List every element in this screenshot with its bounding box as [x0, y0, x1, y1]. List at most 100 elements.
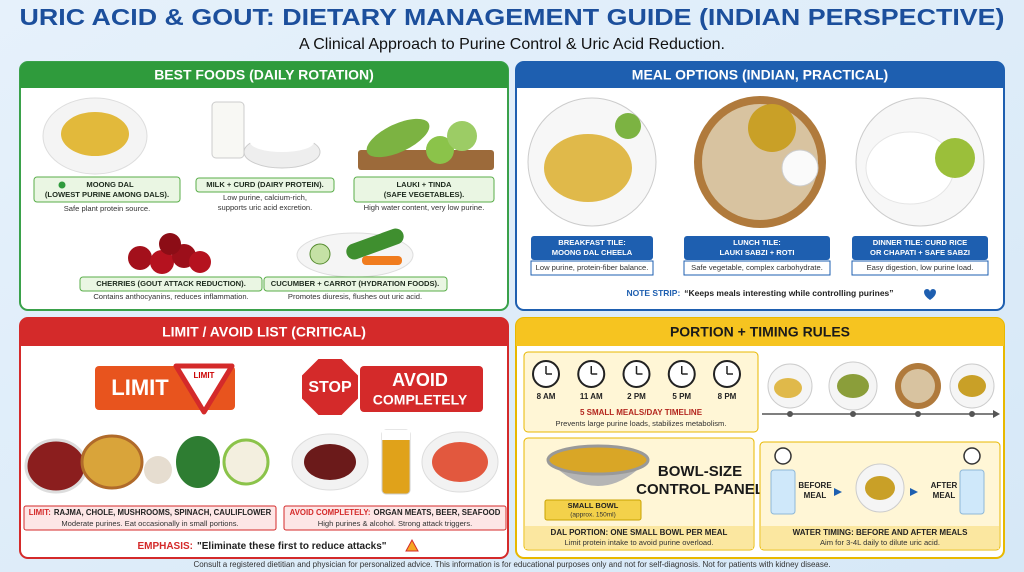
panel-header — [20, 318, 508, 346]
food-desc: Safe plant protein source. — [64, 204, 151, 213]
cheela — [544, 134, 632, 202]
mushroom — [144, 456, 172, 484]
food-title: MOONG DAL — [86, 180, 134, 189]
note-strip: NOTE STRIP: “Keeps meals interesting whil… — [626, 288, 893, 298]
curd-bowl — [781, 149, 819, 187]
tile-title-box — [531, 236, 653, 260]
bowl-desc: Limit protein intake to avoid purine ove… — [564, 538, 713, 547]
bowl-title: BOWL-SIZE — [658, 463, 742, 480]
time-label: 8 AM — [537, 392, 556, 401]
tile-title-box — [852, 236, 988, 260]
bowl-sub: (approx. 150ml) — [570, 512, 616, 519]
tinda-sabzi — [935, 138, 975, 178]
dal — [546, 444, 650, 476]
organ-meat — [304, 444, 356, 480]
tile-title: DINNER TILE: CURD RICE — [873, 238, 968, 247]
emphasis-text: "Eliminate these first to reduce attacks… — [197, 541, 387, 552]
panel-heading: BEST FOODS (DAILY ROTATION) — [154, 67, 374, 83]
time-label: 8 PM — [718, 392, 737, 401]
label-box — [79, 276, 263, 292]
bowl-caption: DAL PORTION: ONE SMALL BOWL PER MEAL — [551, 528, 728, 537]
clock-icon — [963, 447, 981, 465]
avoid-line: AVOID COMPLETELY: ORGAN MEATS, BEER, SEAF… — [290, 508, 501, 517]
food-desc: Contains anthocyanins, reduces inflammat… — [93, 292, 248, 301]
tinda — [426, 136, 454, 164]
limit-badge-text: LIMIT — [111, 375, 169, 400]
food-title: (LOWEST PURINE AMONG DALS). — [45, 190, 169, 199]
tile-title: MOONG DAL CHEELA — [552, 248, 633, 257]
before-label: BEFORE — [798, 481, 832, 490]
food-desc: Promotes diuresis, flushes out uric acid… — [288, 292, 422, 301]
tile-desc: Low purine, protein-fiber balance. — [536, 263, 649, 272]
rajma — [24, 438, 88, 494]
food-desc: supports uric acid excretion. — [218, 203, 313, 212]
emphasis: EMPHASIS: "Eliminate these first to reduc… — [137, 541, 386, 552]
before-label: MEAL — [804, 491, 827, 500]
caption-strip — [525, 526, 753, 549]
avoid-badge — [360, 366, 483, 412]
time-label: 11 AM — [580, 392, 603, 401]
footer: Consult a registered dietitian and physi… — [193, 560, 830, 569]
cucumber-slice — [309, 243, 331, 265]
panel-heading: PORTION + TIMING RULES — [670, 324, 850, 340]
portion-panel: PORTION + TIMING RULES 8 AM 11 AM 2 PM 5 PM… — [515, 317, 1005, 559]
tile-desc-box — [683, 260, 831, 276]
after-label: AFTER — [931, 481, 958, 490]
label-box — [195, 177, 335, 193]
panel-heading: MEAL OPTIONS (INDIAN, PRACTICAL) — [632, 67, 888, 83]
best-foods-panel: BEST FOODS (DAILY ROTATION) MOONG DAL (L… — [19, 61, 509, 311]
heart-icon — [924, 289, 936, 300]
food-desc: Low purine, calcium-rich, — [223, 193, 307, 202]
chutney — [615, 113, 641, 139]
panel-header — [20, 62, 508, 88]
bowl-label-box — [544, 499, 642, 521]
timeline-title: 5 SMALL MEALS/DAY TIMELINE — [580, 408, 703, 417]
chole — [80, 434, 144, 490]
tile-title: LUNCH TILE: — [733, 238, 781, 247]
meal-plates — [767, 361, 995, 417]
panel-header — [516, 62, 1004, 88]
label-box — [263, 276, 448, 292]
title: URIC ACID & GOUT: DIETARY MANAGEMENT GUI… — [20, 4, 1005, 30]
time-label: 2 PM — [627, 392, 646, 401]
limit-desc: Moderate purines. Eat occasionally in sm… — [61, 519, 238, 528]
tile-title: OR CHAPATI + SAFE SABZI — [870, 248, 970, 257]
food-title: CHERRIES (GOUT ATTACK REDUCTION). — [96, 279, 246, 288]
curd — [250, 132, 314, 152]
panel-heading: LIMIT / AVOID LIST (CRITICAL) — [162, 324, 366, 340]
caption-strip — [761, 526, 999, 549]
clock-icon — [774, 447, 792, 465]
tile-desc-box — [851, 260, 989, 276]
tinda — [447, 121, 477, 151]
note-text: “Keeps meals interesting while controlli… — [684, 288, 893, 298]
avoid-box — [283, 505, 507, 531]
limit-line: LIMIT: RAJMA, CHOLE, MUSHROOMS, SPINACH, … — [29, 508, 272, 517]
food-title: LAUKI + TINDA — [396, 180, 452, 189]
emphasis-label: EMPHASIS: — [137, 541, 193, 552]
water-glass — [770, 469, 796, 515]
stop-sign — [300, 357, 360, 417]
panel-header — [516, 318, 1004, 346]
yield-sign-text: LIMIT — [194, 371, 215, 380]
stop-sign-text: STOP — [308, 379, 352, 396]
tile-title: LAUKI SABZI + ROTI — [720, 248, 795, 257]
subtitle: A Clinical Approach to Purine Control & … — [299, 36, 725, 53]
timeline-desc: Prevents large purine loads, stabilizes … — [556, 419, 727, 428]
arrow-icon — [834, 488, 842, 496]
avoid-label: AVOID COMPLETELY: — [290, 508, 371, 517]
check-icon — [58, 181, 66, 189]
tile-title-box — [684, 236, 830, 260]
water-glass — [959, 469, 985, 515]
limit-avoid-panel: LIMIT / AVOID LIST (CRITICAL) LIMIT LIMI… — [19, 317, 509, 559]
food-title: MILK + CURD (DAIRY PROTEIN). — [206, 180, 324, 189]
after-label: MEAL — [933, 491, 956, 500]
food-title: CUCUMBER + CARROT (HYDRATION FOODS). — [271, 279, 439, 288]
water-desc: Aim for 3-4L daily to dilute uric acid. — [820, 538, 940, 547]
moong-dal — [61, 112, 129, 156]
food-title: (SAFE VEGETABLES). — [384, 190, 464, 199]
warning-icon — [405, 538, 419, 552]
cauliflower — [222, 438, 270, 486]
label-box — [353, 176, 495, 203]
